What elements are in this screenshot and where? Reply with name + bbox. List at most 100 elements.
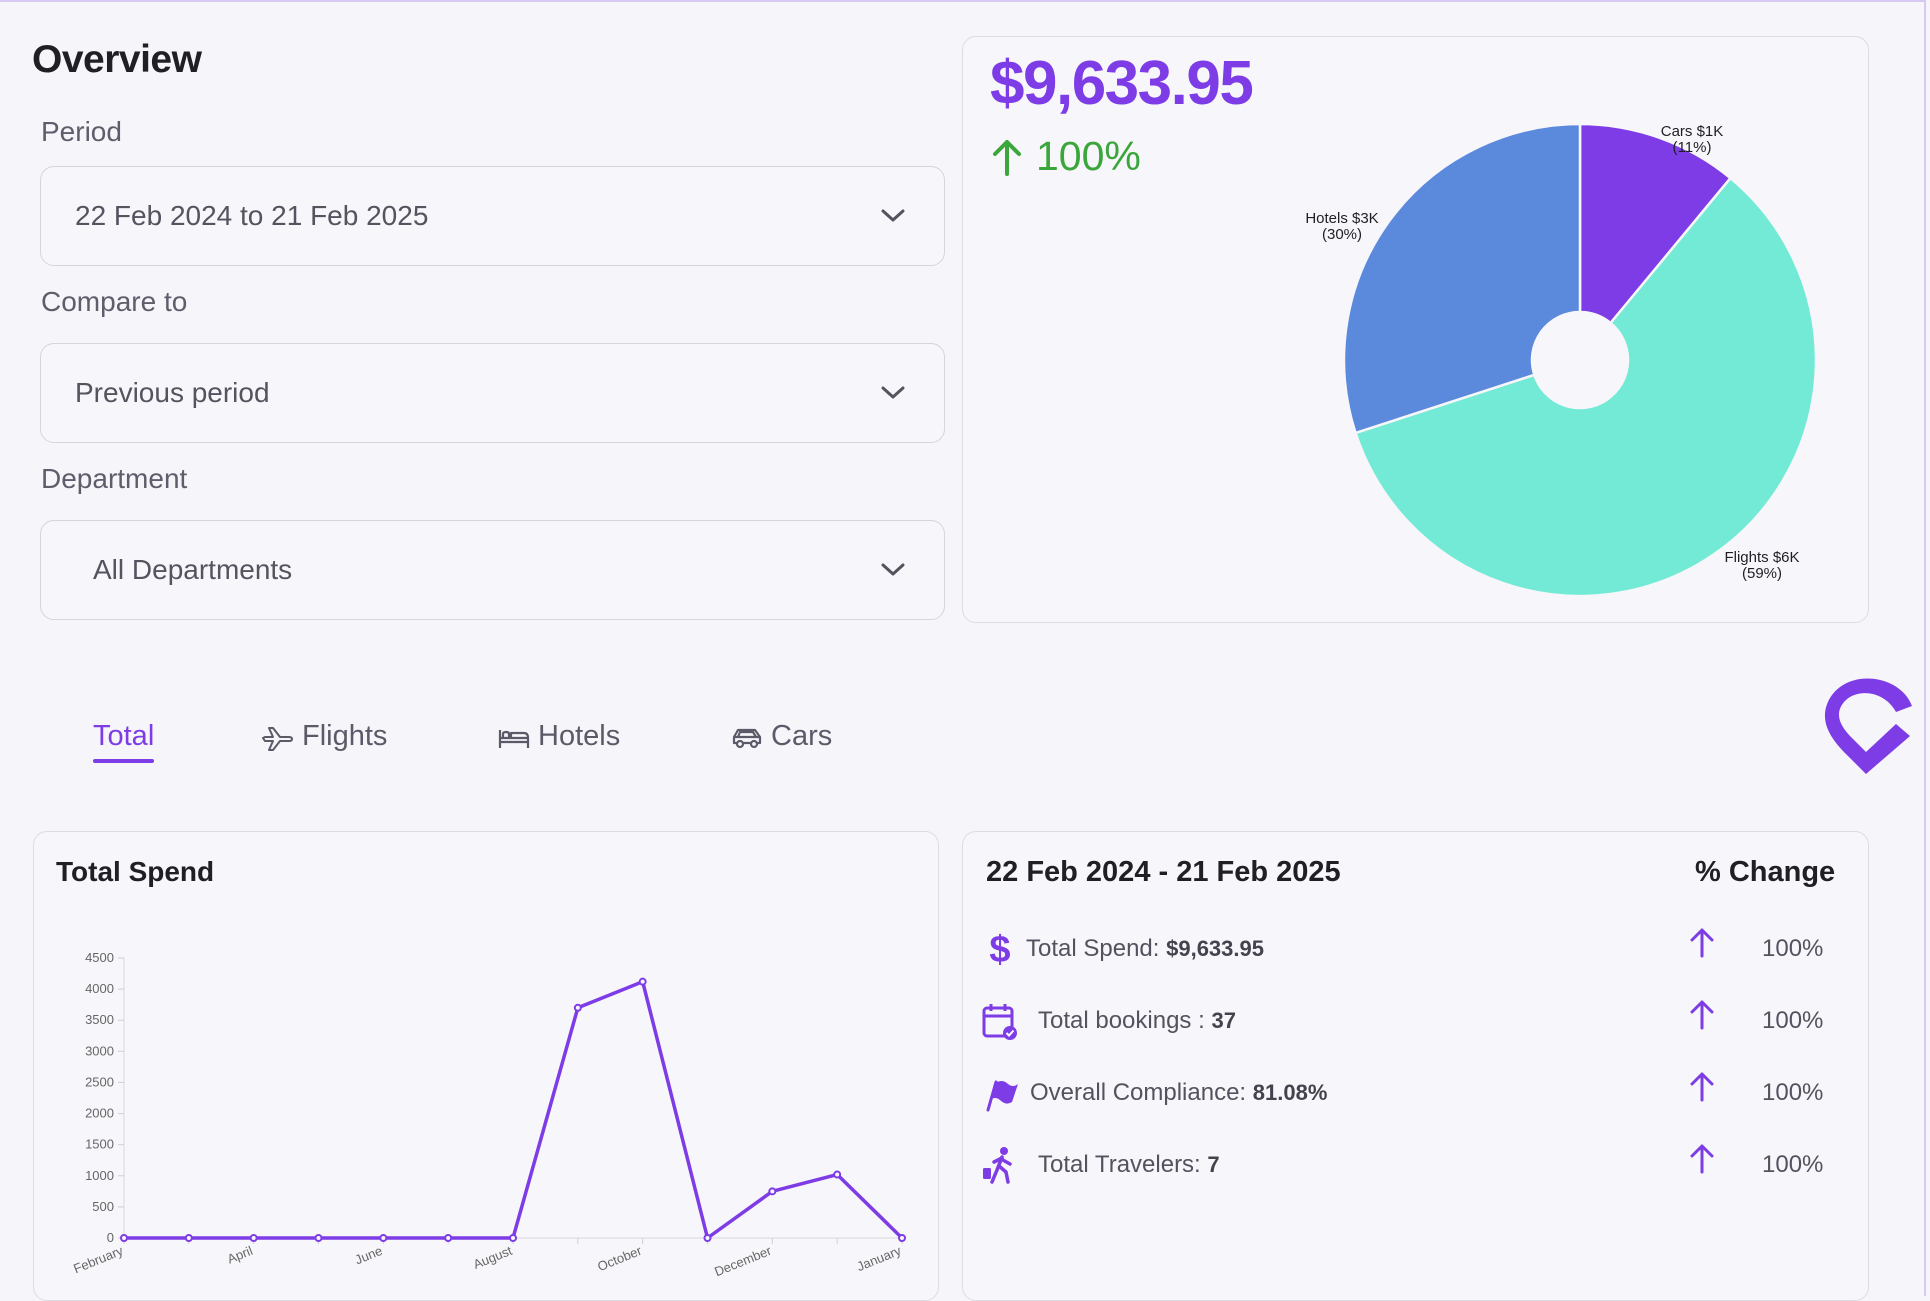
department-select[interactable]: All Departments xyxy=(40,520,945,620)
pie-percent-hotels: (30%) xyxy=(1322,226,1362,243)
dollar-icon: $ xyxy=(989,929,1010,970)
flag-icon xyxy=(986,1080,1018,1112)
chevron-down-icon xyxy=(881,209,905,222)
period-select[interactable]: 22 Feb 2024 to 21 Feb 2025 xyxy=(40,166,945,266)
tab-label: Total xyxy=(93,720,155,752)
y-tick-label: 3500 xyxy=(85,1012,114,1027)
chevron-down-icon xyxy=(881,563,905,576)
x-tick-label: October xyxy=(595,1243,644,1274)
data-point[interactable] xyxy=(898,1234,906,1242)
period-stats-card xyxy=(962,831,1869,1301)
x-tick-label: December xyxy=(712,1243,774,1280)
y-tick-label: 3000 xyxy=(85,1043,114,1058)
data-point[interactable] xyxy=(249,1234,258,1242)
pie-label-hotels: Hotels $3K xyxy=(1305,210,1378,227)
page-title: Overview xyxy=(32,38,202,81)
chart-title: Total Spend xyxy=(56,856,215,887)
stats-change-header: % Change xyxy=(1695,856,1836,888)
data-point[interactable] xyxy=(120,1234,128,1242)
compare-label: Compare to xyxy=(41,286,188,317)
pie-percent-cars: (11%) xyxy=(1673,139,1712,156)
tab-label: Hotels xyxy=(538,720,621,752)
data-point[interactable] xyxy=(833,1170,842,1179)
y-tick-label: 1000 xyxy=(85,1168,114,1183)
stat-value: $9,633.95 xyxy=(1166,936,1264,961)
stats-range-title: 22 Feb 2024 - 21 Feb 2025 xyxy=(986,856,1341,888)
total-spend-amount: $9,633.95 xyxy=(990,49,1254,118)
data-point[interactable] xyxy=(444,1234,453,1242)
x-tick-label: January xyxy=(855,1243,904,1274)
data-point[interactable] xyxy=(638,977,647,986)
arrow-up-icon xyxy=(1690,1000,1714,1030)
stat-change: 100% xyxy=(1762,935,1824,962)
tab-cars[interactable]: Cars xyxy=(731,720,832,753)
traveler-icon xyxy=(983,1147,1012,1184)
stat-row-total-bookings: Total bookings : 37 100% xyxy=(980,996,1860,1046)
y-tick-label: 4500 xyxy=(85,950,114,965)
y-tick-label: 1500 xyxy=(85,1137,114,1152)
data-point[interactable] xyxy=(184,1234,193,1242)
data-point[interactable] xyxy=(509,1234,517,1242)
period-select-value: 22 Feb 2024 to 21 Feb 2025 xyxy=(75,200,429,231)
data-point[interactable] xyxy=(703,1234,712,1242)
arrow-up-icon xyxy=(1690,928,1714,958)
arrow-up-icon xyxy=(1690,1144,1714,1174)
tab-label: Flights xyxy=(302,720,388,752)
pie-label-cars: Cars $1K xyxy=(1661,123,1724,140)
spend-breakdown-pie-chart: Cars $1K(11%) Flights $6K(59%) Hotels $3K(… xyxy=(1305,122,1818,598)
total-spend-change-value: 100% xyxy=(1036,133,1141,179)
total-spend-change: 100% xyxy=(990,133,1141,180)
y-tick-label: 2500 xyxy=(85,1074,114,1089)
y-tick-label: 4000 xyxy=(85,981,114,996)
pie-slice-hotels[interactable] xyxy=(1342,122,1582,435)
period-label: Period xyxy=(41,116,122,147)
stat-value: 81.08% xyxy=(1252,1080,1328,1105)
stat-row-overall-compliance: Overall Compliance: 81.08% 100% xyxy=(980,1068,1860,1118)
bed-icon xyxy=(498,729,530,748)
chevron-down-icon xyxy=(881,386,905,399)
compare-select-value: Previous period xyxy=(75,377,270,408)
brand-logo-icon xyxy=(1824,678,1912,774)
y-tick-label: 2000 xyxy=(85,1106,114,1121)
pie-slice-flights[interactable] xyxy=(1353,176,1818,598)
airplane-icon xyxy=(262,726,293,751)
department-label: Department xyxy=(41,463,188,494)
stat-change: 100% xyxy=(1762,1151,1824,1178)
stat-label: Total Spend: $9,633.95 xyxy=(1026,935,1264,962)
svg-text:$: $ xyxy=(989,929,1010,970)
stat-change: 100% xyxy=(1762,1007,1824,1034)
car-icon xyxy=(732,728,762,748)
arrow-up-icon xyxy=(993,139,1021,176)
arrow-up-icon xyxy=(1690,1072,1714,1102)
stat-label: Total Travelers: 7 xyxy=(1038,1151,1220,1178)
total-spend-series-line xyxy=(124,979,904,1240)
pie-label-flights: Flights $6K xyxy=(1724,549,1799,566)
department-select-value: All Departments xyxy=(93,554,293,585)
stat-label: Overall Compliance: 81.08% xyxy=(1030,1079,1328,1106)
tab-flights[interactable]: Flights xyxy=(262,720,387,753)
x-tick-label: June xyxy=(353,1243,385,1267)
x-tick-label: February xyxy=(71,1243,125,1277)
data-point[interactable] xyxy=(379,1234,388,1242)
data-point[interactable] xyxy=(768,1187,777,1196)
stat-row-total-spend: $ Total Spend: $9,633.95 100% xyxy=(980,924,1860,974)
data-point[interactable] xyxy=(314,1234,323,1242)
x-tick-label: August xyxy=(471,1243,515,1272)
total-spend-line-chart: 0 500 1000 1500 2000 2500 3000 3500 4000 4500 Febr… xyxy=(71,950,906,1280)
x-tick-label: April xyxy=(225,1243,255,1267)
tab-hotels[interactable]: Hotels xyxy=(498,720,620,753)
stat-row-total-travelers: Total Travelers: 7 100% xyxy=(980,1140,1860,1190)
tab-label: Cars xyxy=(771,720,833,752)
y-tick-label: 0 xyxy=(107,1230,114,1245)
total-spend-chart-card xyxy=(33,831,939,1301)
stat-label: Total bookings : 37 xyxy=(1038,1007,1236,1034)
stat-value: 7 xyxy=(1207,1152,1220,1177)
stat-change: 100% xyxy=(1762,1079,1824,1106)
compare-select[interactable]: Previous period xyxy=(40,343,945,443)
stat-value: 37 xyxy=(1211,1008,1236,1033)
pie-slice-cars[interactable] xyxy=(1578,122,1733,325)
data-point[interactable] xyxy=(573,1003,582,1012)
tab-total[interactable]: Total xyxy=(93,720,155,763)
calendar-check-icon xyxy=(982,1004,1017,1040)
pie-percent-flights: (59%) xyxy=(1742,565,1782,582)
